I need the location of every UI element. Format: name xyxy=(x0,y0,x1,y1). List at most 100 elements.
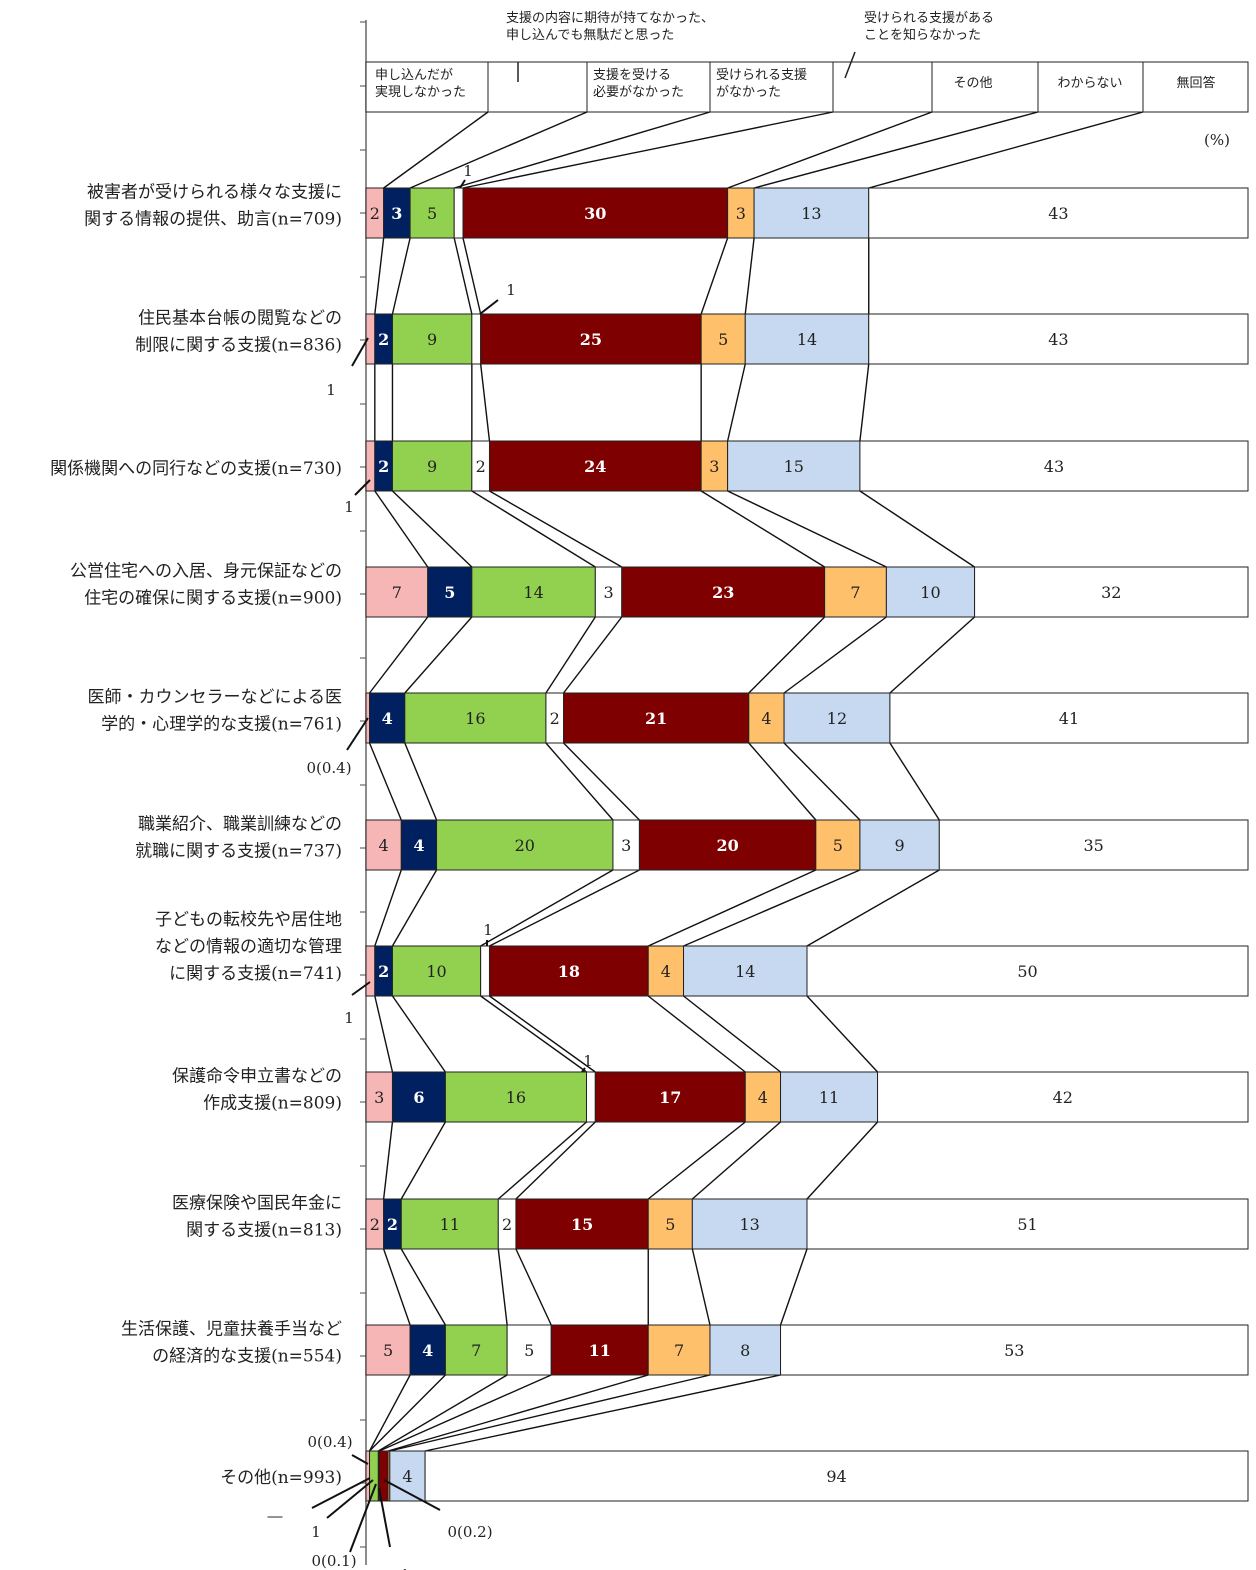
connector-line xyxy=(700,237,729,315)
bar-segment xyxy=(550,1324,649,1376)
data-label: 10 xyxy=(426,962,446,981)
callout-pointer xyxy=(383,1479,441,1511)
connector-line xyxy=(727,490,887,568)
connector-line xyxy=(497,1121,587,1200)
data-label: 7 xyxy=(471,1341,481,1360)
connector-line xyxy=(383,111,489,189)
connector-line xyxy=(404,616,473,694)
connector-line xyxy=(489,995,596,1073)
bar-segment xyxy=(365,945,376,997)
bar-segment xyxy=(471,566,596,618)
category-label: 職業紹介、職業訓練などの就職に関する支援(n=737) xyxy=(135,815,342,862)
data-label: 16 xyxy=(506,1088,526,1107)
data-label: 7 xyxy=(392,583,402,602)
bar-segment xyxy=(365,1324,411,1376)
legend-label: 支援の内容に期待が持てなかった、申し込んでも無駄だと思った xyxy=(506,10,714,43)
data-label: 3 xyxy=(621,836,631,855)
connector-line xyxy=(545,616,596,694)
connector-line xyxy=(647,995,746,1073)
connector-line xyxy=(382,1248,411,1326)
category-label: 公営住宅への入居、身元保証などの住宅の確保に関する支援(n=900) xyxy=(70,562,342,609)
data-label: 14 xyxy=(523,583,543,602)
axis-layer xyxy=(360,20,367,1565)
bar-segment xyxy=(938,819,1249,871)
legend-label: 申し込んだが実現しなかった xyxy=(375,68,466,100)
data-label: 2 xyxy=(378,330,389,349)
connector-line xyxy=(479,363,491,442)
connector-line xyxy=(563,616,623,694)
bar-segment xyxy=(727,440,861,492)
data-label: 4 xyxy=(379,836,389,855)
data-label: 8 xyxy=(740,1341,750,1360)
data-label: 20 xyxy=(515,836,535,855)
callout-pointer xyxy=(479,299,499,315)
connector-line xyxy=(753,111,1039,189)
data-label: 11 xyxy=(589,1341,611,1360)
connector-line xyxy=(454,111,711,189)
connector-line xyxy=(391,490,473,568)
connector-line xyxy=(647,1121,746,1200)
bar-segment xyxy=(859,819,940,871)
bars: 2 3 5 30 3 13 432 9 25 5 14 432 9 2 24 3 15 437 5 14 3 23 7 10 3… xyxy=(365,187,1249,1502)
bar-segment xyxy=(889,692,1249,744)
data-label: 2 xyxy=(378,962,389,981)
data-label: 23 xyxy=(712,583,734,602)
connector-line xyxy=(480,869,614,947)
category-label: 医師・カウンセラーなどによる医学的・心理学的な支援(n=761) xyxy=(88,688,343,735)
bar-segment xyxy=(444,1071,587,1123)
bar-segment xyxy=(383,187,411,239)
legend-label: わからない xyxy=(1057,76,1122,91)
bar-segment xyxy=(700,313,746,365)
data-label: 5 xyxy=(444,583,455,602)
data-label: 17 xyxy=(659,1088,681,1107)
bar-segment xyxy=(744,313,870,365)
connector-line xyxy=(489,869,640,947)
data-label: 43 xyxy=(1048,330,1068,349)
connector-line xyxy=(374,237,385,315)
category-label: 保護命令申立書などの作成支援(n=809) xyxy=(172,1067,342,1114)
connector-line xyxy=(387,1374,649,1452)
connector-line xyxy=(368,742,402,821)
category-label: 関係機関への同行などの支援(n=730) xyxy=(50,459,342,479)
legend-box xyxy=(832,61,933,113)
category-label: その他(n=993) xyxy=(220,1468,342,1488)
data-label: 3 xyxy=(391,204,402,223)
data-label: 2 xyxy=(378,457,389,476)
callout-pointer xyxy=(354,479,371,496)
data-label: 4 xyxy=(761,709,771,728)
connector-line xyxy=(471,490,596,568)
callout-label: 1 xyxy=(326,381,336,399)
connector-line xyxy=(382,1121,394,1200)
category-label: 住民基本台帳の閲覧などの制限に関する支援(n=836) xyxy=(135,309,342,356)
bar-segment xyxy=(391,945,482,997)
category-label: 医療保険や国民年金に関する支援(n=813) xyxy=(172,1194,342,1241)
data-label: 4 xyxy=(758,1088,768,1107)
connector-line xyxy=(868,111,1144,189)
callout-label: 0(0.2) xyxy=(447,1523,492,1541)
callout-label: 1 xyxy=(463,162,473,180)
data-label: 5 xyxy=(427,204,437,223)
connector-line xyxy=(748,616,826,694)
data-label: 20 xyxy=(716,836,738,855)
data-label: 5 xyxy=(833,836,843,855)
connector-line xyxy=(783,742,861,821)
callout-pointer xyxy=(581,1067,586,1073)
bar-segment xyxy=(409,187,455,239)
data-label: 7 xyxy=(850,583,860,602)
connector-line xyxy=(726,363,746,442)
legend-box xyxy=(1037,61,1144,113)
bar-segment xyxy=(691,1198,808,1250)
bar-segment xyxy=(709,1324,782,1376)
connector-line xyxy=(744,237,755,315)
data-label: 43 xyxy=(1044,457,1064,476)
data-label: 35 xyxy=(1083,836,1103,855)
category-labels: 被害者が受けられる様々な支援に関する情報の提供、助言(n=709) 住民基本台帳の… xyxy=(50,183,342,1489)
data-label: 2 xyxy=(476,457,486,476)
callout-pointer xyxy=(311,1477,371,1509)
data-label: 2 xyxy=(370,204,380,223)
data-label: 2 xyxy=(370,1215,380,1234)
connector-line xyxy=(859,490,975,568)
legend-box xyxy=(365,61,489,113)
connector-line xyxy=(480,995,587,1073)
